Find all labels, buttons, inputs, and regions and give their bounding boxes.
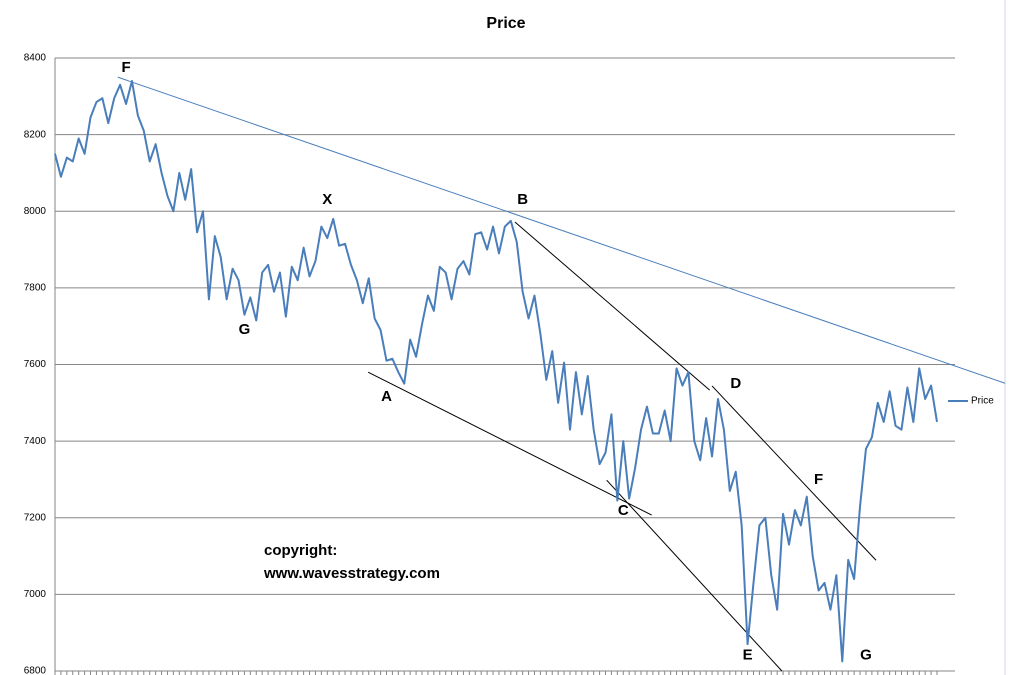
wave-label: E <box>743 646 753 663</box>
trendline <box>711 385 877 561</box>
wave-label: A <box>381 388 392 405</box>
wave-label: F <box>121 59 130 76</box>
y-tick-label: 7800 <box>24 283 47 294</box>
wave-label: C <box>618 502 629 519</box>
watermark: copyright: <box>264 542 337 559</box>
y-tick-label: 7200 <box>24 512 47 523</box>
trendline <box>514 221 711 391</box>
y-tick-label: 6800 <box>24 666 47 675</box>
y-tick-label: 8000 <box>24 206 47 217</box>
y-tick-label: 7600 <box>24 359 47 370</box>
trendline <box>367 371 652 516</box>
wave-label: G <box>239 321 251 338</box>
wave-label: B <box>517 191 528 208</box>
trendline <box>606 479 783 672</box>
y-tick-label: 8400 <box>24 53 47 64</box>
wave-label: X <box>322 191 332 208</box>
wave-label: D <box>730 375 741 392</box>
price-line <box>54 79 938 663</box>
y-tick-label: 8200 <box>24 129 47 140</box>
wave-label: F <box>814 471 823 488</box>
y-tick-label: 7400 <box>24 436 47 447</box>
watermark: www.wavesstrategy.com <box>263 565 440 582</box>
y-tick-label: 7000 <box>24 589 47 600</box>
trendline <box>117 76 1006 384</box>
chart-title: Price <box>486 15 525 32</box>
legend-label: Price <box>971 396 994 407</box>
wave-label: G <box>860 646 872 663</box>
